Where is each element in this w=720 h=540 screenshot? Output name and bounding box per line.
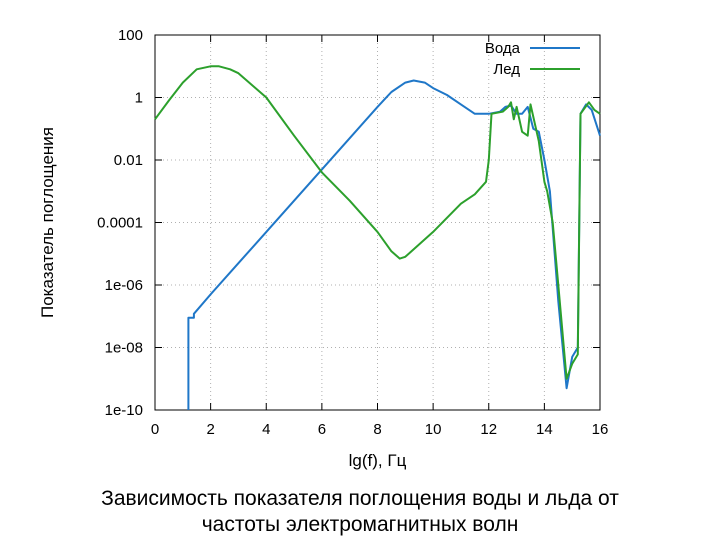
y-tick-label: 100 bbox=[118, 27, 143, 44]
x-tick-label: 12 bbox=[480, 421, 497, 438]
y-axis-title: Показатель поглощения bbox=[38, 127, 57, 318]
x-tick-label: 0 bbox=[151, 421, 159, 438]
legend-label-2: Лед bbox=[493, 61, 520, 78]
x-tick-label: 4 bbox=[262, 421, 270, 438]
series-line-1 bbox=[187, 79, 601, 410]
series-line-2 bbox=[154, 65, 601, 380]
x-axis-title: lg(f), Гц bbox=[349, 451, 407, 470]
x-tick-label: 10 bbox=[425, 421, 442, 438]
series-group bbox=[154, 65, 601, 410]
grid bbox=[155, 35, 600, 410]
x-tick-label: 14 bbox=[536, 421, 553, 438]
y-tick-label: 1 bbox=[135, 90, 143, 107]
x-tick-label: 2 bbox=[206, 421, 214, 438]
y-tick-label: 0.0001 bbox=[97, 215, 143, 232]
y-tick-label: 1e-06 bbox=[105, 277, 143, 294]
axis-ticks: 0 2 4 6 8 10 12 14 16 1e-10 1e-08 1e-06 0.0001 0.01 1 1… bbox=[97, 27, 608, 438]
y-tick-label: 1e-08 bbox=[105, 340, 143, 357]
y-tick-label: 0.01 bbox=[114, 152, 143, 169]
legend: Вода Лед bbox=[485, 40, 580, 78]
x-tick-label: 6 bbox=[318, 421, 326, 438]
y-tick-label: 1e-10 bbox=[105, 402, 143, 419]
legend-label-1: Вода bbox=[485, 40, 521, 57]
figure-caption: Зависимость показателя поглощения воды и… bbox=[0, 486, 720, 538]
x-tick-label: 16 bbox=[592, 421, 609, 438]
caption-line-2: частоты электромагнитных волн bbox=[201, 513, 519, 536]
caption-line-1: Зависимость показателя поглощения воды и… bbox=[101, 487, 619, 510]
x-tick-label: 8 bbox=[373, 421, 381, 438]
absorption-chart: 0 2 4 6 8 10 12 14 16 1e-10 1e-08 1e-06 0.0001 0.01 1 1… bbox=[38, 27, 608, 470]
